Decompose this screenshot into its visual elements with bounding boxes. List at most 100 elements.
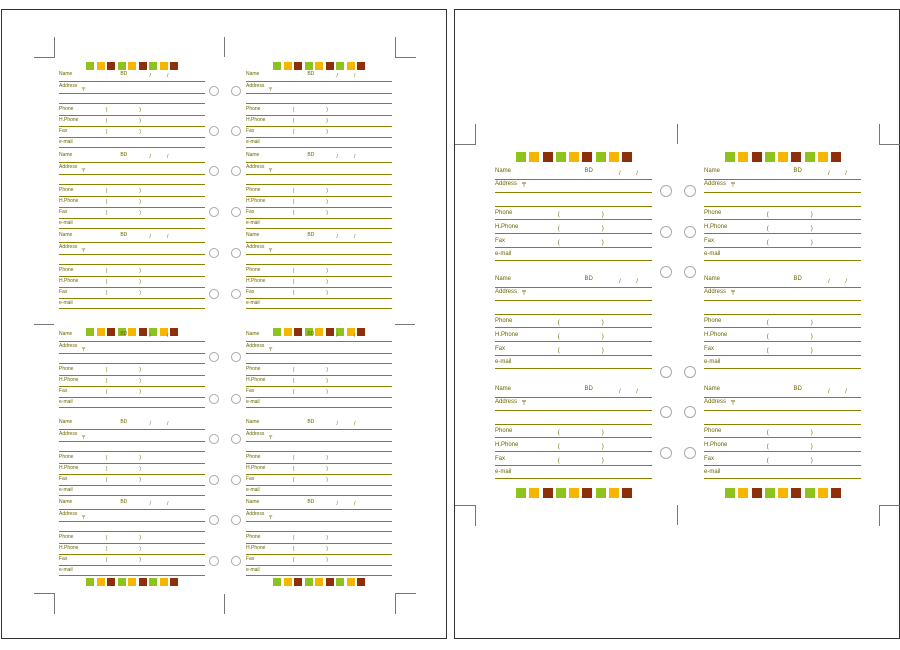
color-swatch bbox=[831, 152, 842, 162]
home-phone-label: H.Phone bbox=[246, 198, 266, 204]
phone-line bbox=[246, 474, 392, 475]
name-line bbox=[495, 287, 652, 288]
fax-label: Fax bbox=[59, 476, 68, 482]
home-phone-label: H.Phone bbox=[59, 545, 79, 551]
email-line bbox=[704, 368, 861, 369]
address-line bbox=[59, 264, 205, 265]
color-swatch bbox=[542, 488, 553, 498]
phone-line bbox=[246, 115, 392, 116]
area-code-paren: ) bbox=[326, 557, 328, 563]
date-slash: / bbox=[336, 333, 338, 339]
area-code-paren: ) bbox=[139, 188, 141, 194]
birthday-label: BD bbox=[120, 71, 128, 77]
crop-mark bbox=[879, 505, 900, 526]
name-line bbox=[704, 397, 861, 398]
color-swatch bbox=[315, 62, 323, 70]
color-swatch bbox=[315, 328, 323, 336]
phone-line bbox=[246, 386, 392, 387]
binder-hole bbox=[209, 126, 219, 136]
address-line bbox=[246, 184, 392, 185]
address-line bbox=[495, 410, 652, 411]
binder-hole bbox=[231, 394, 241, 404]
address-label: Address bbox=[246, 431, 265, 437]
area-code-paren: ( bbox=[292, 367, 295, 373]
address-line bbox=[246, 451, 392, 452]
area-code-paren: ( bbox=[292, 378, 295, 384]
email-line bbox=[246, 228, 392, 229]
phone-line bbox=[59, 126, 205, 127]
color-swatch bbox=[170, 328, 178, 336]
date-slash: / bbox=[167, 421, 169, 427]
name-line bbox=[59, 509, 205, 510]
address-line bbox=[704, 300, 861, 301]
date-slash: / bbox=[354, 501, 356, 507]
address-card: Name BD / / Address 〒 Phone () H.Phone () Fax () e-m… bbox=[59, 332, 205, 410]
area-code-paren: ( bbox=[292, 546, 295, 552]
binder-hole bbox=[209, 86, 219, 96]
name-label: Name bbox=[59, 232, 73, 238]
address-label: Address bbox=[704, 289, 727, 295]
phone-line bbox=[59, 375, 205, 376]
date-slash: / bbox=[636, 389, 638, 395]
color-swatch bbox=[336, 328, 344, 336]
birthday-label: BD bbox=[307, 419, 315, 425]
color-swatch bbox=[555, 488, 566, 498]
email-label: e-mail bbox=[704, 359, 721, 365]
phone-line bbox=[495, 233, 652, 234]
area-code-paren: ) bbox=[139, 199, 141, 205]
color-swatch bbox=[569, 488, 580, 498]
email-label: e-mail bbox=[246, 399, 260, 405]
area-code-paren: ( bbox=[105, 557, 108, 563]
color-swatch bbox=[170, 62, 178, 70]
address-label: Address bbox=[59, 244, 78, 250]
address-line bbox=[246, 521, 392, 522]
color-swatch bbox=[325, 62, 334, 70]
color-swatch-strip bbox=[725, 152, 842, 162]
color-swatch bbox=[595, 152, 606, 162]
fax-label: Fax bbox=[704, 456, 715, 462]
name-label: Name bbox=[246, 152, 260, 158]
phone-line bbox=[59, 386, 205, 387]
binder-hole bbox=[660, 447, 672, 459]
fax-label: Fax bbox=[59, 128, 68, 134]
date-slash: / bbox=[149, 501, 151, 507]
name-label: Name bbox=[246, 419, 260, 425]
fax-label: Fax bbox=[246, 556, 255, 562]
name-label: Name bbox=[704, 386, 721, 392]
registration-tick bbox=[224, 594, 225, 614]
postal-mark: 〒 bbox=[81, 347, 87, 353]
date-slash: / bbox=[619, 279, 621, 285]
date-slash: / bbox=[149, 73, 151, 79]
postal-mark: 〒 bbox=[81, 515, 87, 521]
birthday-label: BD bbox=[307, 152, 315, 158]
phone-line bbox=[59, 207, 205, 208]
phone-line bbox=[246, 463, 392, 464]
color-swatch bbox=[609, 488, 620, 498]
date-slash: / bbox=[636, 171, 638, 177]
area-code-paren: ) bbox=[139, 290, 141, 296]
binder-hole bbox=[684, 366, 696, 378]
name-label: Name bbox=[246, 331, 260, 337]
email-line bbox=[495, 260, 652, 261]
phone-line bbox=[704, 327, 861, 328]
address-label: Address bbox=[495, 181, 518, 187]
name-label: Name bbox=[59, 419, 73, 425]
area-code-paren: ) bbox=[326, 378, 328, 384]
color-swatch bbox=[346, 62, 355, 70]
name-line bbox=[246, 429, 392, 430]
color-swatch bbox=[138, 578, 147, 586]
home-phone-label: H.Phone bbox=[59, 117, 79, 123]
area-code-paren: ) bbox=[810, 212, 813, 218]
phone-line bbox=[59, 276, 205, 277]
address-line bbox=[246, 264, 392, 265]
area-code-paren: ( bbox=[292, 107, 295, 113]
phone-line bbox=[59, 397, 205, 398]
name-label: Name bbox=[59, 331, 73, 337]
email-label: e-mail bbox=[246, 139, 260, 145]
address-line bbox=[704, 424, 861, 425]
area-code-paren: ( bbox=[766, 334, 769, 340]
color-swatch bbox=[529, 152, 540, 162]
phone-label: Phone bbox=[246, 267, 261, 273]
address-card: Name BD / / Address 〒 Phone () H.Phone () Fax () e-m… bbox=[246, 72, 392, 150]
color-swatch bbox=[273, 328, 281, 336]
